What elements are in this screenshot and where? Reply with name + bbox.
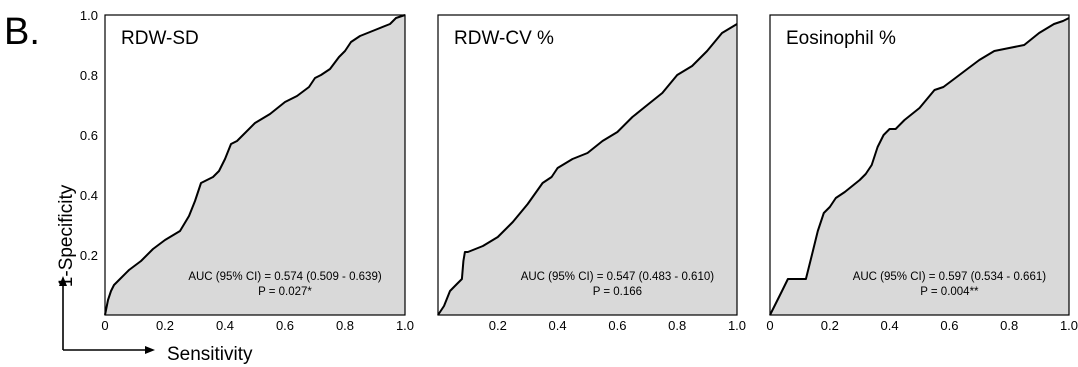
y-tick-label: 0.2 [80, 248, 98, 263]
roc-area [438, 24, 737, 315]
x-tick-label: 1.0 [396, 318, 414, 333]
x-tick-label: 0.6 [940, 318, 958, 333]
y-axis-ticks: 0.2 0.4 0.6 0.8 1.0 [80, 8, 98, 263]
x-axis-ticks: 0 0.2 0.4 0.6 0.8 1.0 [766, 318, 1078, 333]
y-tick-label: 0.6 [80, 128, 98, 143]
roc-area [770, 18, 1069, 315]
plot-frame [437, 14, 738, 316]
y-tick-label: 0.4 [80, 188, 98, 203]
roc-panel-eosinophil: Eosinophil % AUC (95% CI) = 0.597 (0.534… [766, 14, 1078, 333]
plot-frame [104, 14, 406, 316]
roc-curve [769, 17, 1070, 316]
roc-area [105, 15, 405, 315]
x-tick-label: 0.4 [881, 318, 899, 333]
y-arrow-head [59, 276, 67, 286]
roc-panel-rdw-sd: RDW-SD AUC (95% CI) = 0.574 (0.509 - 0.6… [80, 8, 414, 333]
x-tick-label: 0 [101, 318, 108, 333]
x-tick-label: 1.0 [728, 318, 746, 333]
p-value-annotation: P = 0.166 [593, 286, 642, 298]
panel-letter: B. [4, 11, 40, 53]
x-tick-label: 1.0 [1060, 318, 1078, 333]
y-tick-label: 0.8 [80, 68, 98, 83]
x-axis-ticks: 0 0.2 0.4 0.6 0.8 1.0 [101, 318, 414, 333]
roc-curve [437, 23, 738, 316]
x-tick-label: 0.8 [1000, 318, 1018, 333]
p-value-annotation: P = 0.004** [920, 286, 979, 298]
x-tick-label: 0 [766, 318, 773, 333]
x-tick-label: 0.2 [821, 318, 839, 333]
x-tick-label: 0.4 [216, 318, 234, 333]
x-axis-label: Sensitivity [167, 344, 253, 365]
chart-title: Eosinophil % [786, 28, 896, 49]
chart-title: RDW-CV % [454, 28, 554, 49]
x-tick-label: 0.2 [489, 318, 507, 333]
x-tick-label: 0.6 [608, 318, 626, 333]
x-tick-label: 0.8 [668, 318, 686, 333]
x-tick-label: 0.8 [336, 318, 354, 333]
auc-annotation: AUC (95% CI) = 0.574 (0.509 - 0.639) [188, 271, 382, 283]
x-tick-label: 0.4 [549, 318, 567, 333]
auc-annotation: AUC (95% CI) = 0.547 (0.483 - 0.610) [521, 271, 715, 283]
auc-annotation: AUC (95% CI) = 0.597 (0.534 - 0.661) [853, 271, 1047, 283]
axis-arrows [59, 276, 155, 354]
chart-title: RDW-SD [121, 28, 199, 49]
x-axis-ticks: 0.2 0.4 0.6 0.8 1.0 [489, 318, 746, 333]
x-tick-label: 0.6 [276, 318, 294, 333]
y-tick-label: 1.0 [80, 8, 98, 23]
x-tick-label: 0.2 [156, 318, 174, 333]
x-arrow-head [145, 346, 155, 354]
plot-frame [769, 14, 1070, 316]
roc-panel-rdw-cv: RDW-CV % AUC (95% CI) = 0.547 (0.483 - 0… [437, 14, 746, 333]
roc-curve [104, 14, 406, 316]
p-value-annotation: P = 0.027* [258, 286, 312, 298]
y-axis-label: 1-Specificity [56, 184, 77, 287]
